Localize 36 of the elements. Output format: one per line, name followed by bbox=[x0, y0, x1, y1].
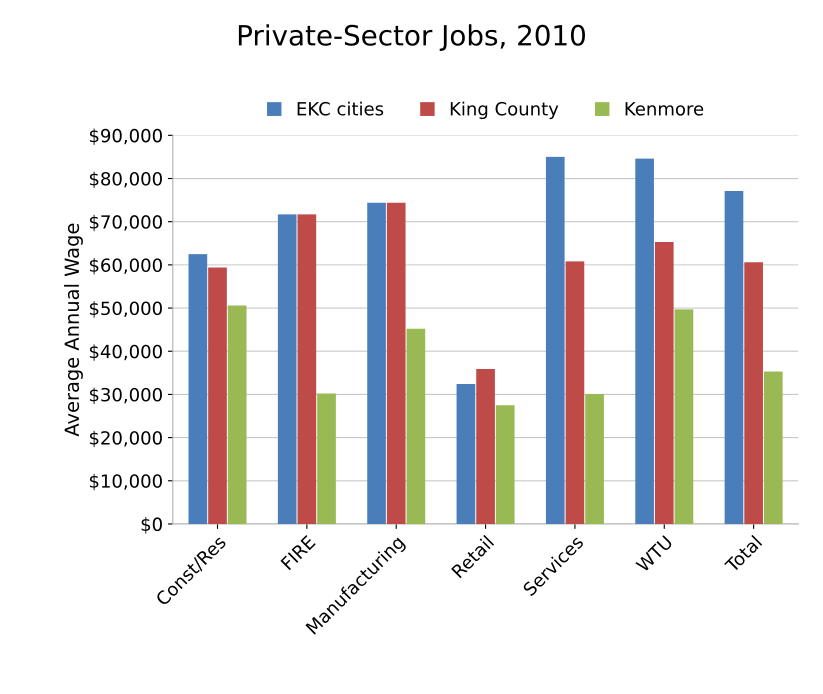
y-tick-label: $60,000 bbox=[90, 258, 162, 274]
bar bbox=[744, 262, 763, 524]
y-tick-label: $50,000 bbox=[90, 301, 162, 318]
y-tick-label: $40,000 bbox=[90, 344, 162, 361]
bar bbox=[674, 309, 694, 524]
bar bbox=[496, 405, 515, 524]
bar bbox=[654, 242, 674, 524]
bar bbox=[635, 158, 654, 524]
y-tick-label: $80,000 bbox=[90, 172, 162, 188]
bar bbox=[724, 191, 744, 524]
bar bbox=[367, 202, 386, 524]
y-tick-label: $0 bbox=[142, 517, 162, 534]
bar bbox=[228, 305, 247, 524]
y-tick-label: $20,000 bbox=[90, 430, 162, 448]
bar bbox=[546, 156, 565, 524]
bar bbox=[188, 254, 208, 524]
bar bbox=[208, 267, 227, 524]
bar bbox=[476, 368, 495, 524]
y-tick-label: $70,000 bbox=[90, 214, 162, 232]
bar bbox=[406, 328, 426, 524]
bar bbox=[278, 214, 297, 524]
legend-label: EKC cities bbox=[298, 102, 384, 116]
bar bbox=[585, 394, 604, 524]
y-axis-title: Average Annual Wage bbox=[64, 224, 83, 436]
legend-label: Kenmore bbox=[626, 102, 704, 116]
legend-label: King County bbox=[450, 102, 558, 120]
y-tick-label: $10,000 bbox=[90, 474, 162, 490]
bar bbox=[317, 394, 336, 524]
bar bbox=[298, 214, 316, 524]
y-tick-label: $30,000 bbox=[90, 388, 162, 404]
y-tick-label: $90,000 bbox=[90, 128, 162, 145]
bar bbox=[566, 261, 584, 524]
bar bbox=[456, 384, 476, 524]
bar bbox=[764, 372, 783, 524]
bar bbox=[386, 202, 406, 524]
chart-title: Private-Sector Jobs, 2010 bbox=[238, 24, 585, 51]
